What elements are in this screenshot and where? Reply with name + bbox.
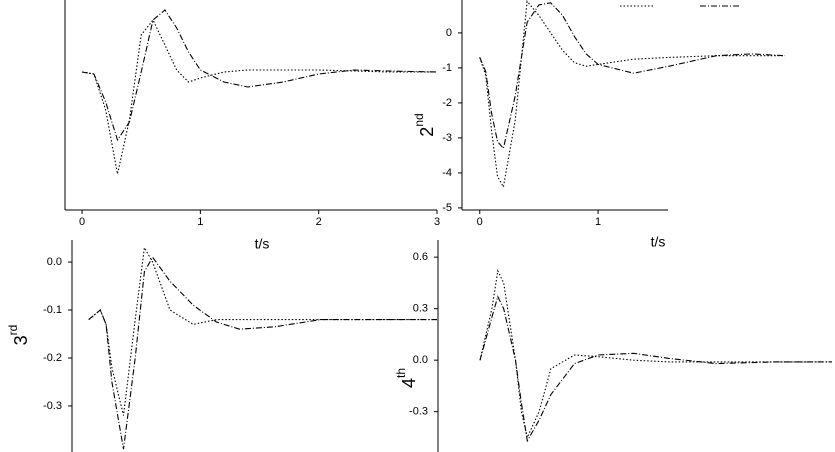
y-tick-label: 0.0 <box>47 256 62 268</box>
series-line <box>479 2 786 150</box>
y-axis-label: 2nd <box>412 113 437 136</box>
y-tick-label: 0 <box>446 27 452 39</box>
x-tick-label: 3 <box>434 216 440 228</box>
x-axis-label: t/s <box>255 236 270 252</box>
y-tick-label: -2 <box>442 97 452 109</box>
y-tick-label: -0.1 <box>43 304 62 316</box>
series-line <box>479 295 832 443</box>
x-tick-label: 1 <box>197 216 203 228</box>
x-tick-label: 0 <box>477 216 483 228</box>
y-label-main: 4 <box>399 378 419 388</box>
y-label-sup: th <box>394 368 408 378</box>
y-tick-label: 0.0 <box>413 354 428 366</box>
series-line <box>479 269 832 440</box>
series-line <box>88 256 437 450</box>
y-tick-label: -0.2 <box>43 352 62 364</box>
y-axis-label: 3rd <box>6 325 31 346</box>
series-line <box>479 0 785 189</box>
series-line <box>81 9 438 142</box>
y-axis-label: 4th <box>394 368 419 388</box>
y-tick-label: -0.3 <box>409 406 428 418</box>
series-line <box>88 245 437 416</box>
y-label-sup: rd <box>6 325 20 336</box>
y-tick-label: -1 <box>442 62 452 74</box>
x-axis-label: t/s <box>651 234 666 250</box>
y-tick-label: 0.3 <box>413 303 428 315</box>
y-tick-label: -3 <box>442 132 452 144</box>
x-tick-label: 0 <box>79 216 85 228</box>
y-tick-label: -4 <box>442 167 452 179</box>
x-tick-label: 2 <box>316 216 322 228</box>
y-tick-label: 0.6 <box>413 251 428 263</box>
x-tick-label: 1 <box>595 216 601 228</box>
y-tick-label: -0.3 <box>43 400 62 412</box>
y-label-main: 3 <box>11 335 31 345</box>
y-tick-label: -5 <box>442 202 452 214</box>
y-label-sup: nd <box>412 113 426 126</box>
y-label-main: 2 <box>417 127 437 137</box>
